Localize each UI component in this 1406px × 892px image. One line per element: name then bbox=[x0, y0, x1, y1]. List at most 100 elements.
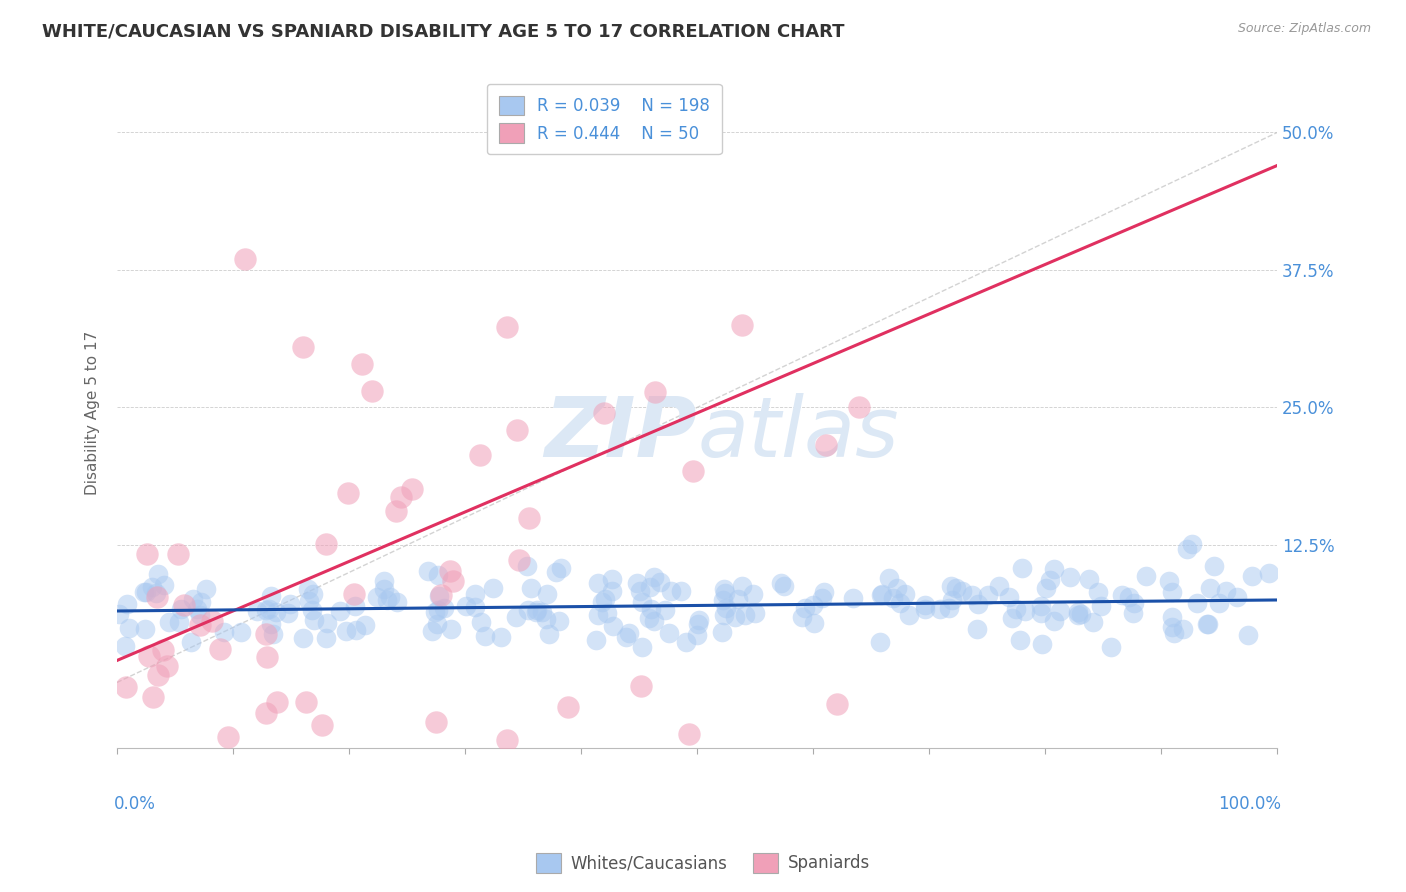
Point bbox=[135, 584, 157, 599]
Point bbox=[1031, 637, 1053, 651]
Point bbox=[439, 564, 461, 578]
Point bbox=[914, 598, 936, 612]
Point bbox=[1161, 610, 1184, 624]
Point bbox=[941, 578, 963, 592]
Point bbox=[643, 614, 665, 628]
Point bbox=[115, 598, 138, 612]
Point bbox=[1038, 573, 1060, 587]
Point bbox=[727, 591, 749, 606]
Point bbox=[254, 706, 277, 721]
Point bbox=[315, 631, 337, 645]
Point bbox=[1202, 559, 1225, 574]
Point bbox=[302, 587, 325, 601]
Point bbox=[585, 632, 607, 647]
Point bbox=[1187, 595, 1209, 609]
Point bbox=[966, 597, 988, 611]
Point bbox=[517, 511, 540, 525]
Point bbox=[894, 587, 917, 601]
Point bbox=[280, 597, 302, 611]
Point bbox=[524, 605, 547, 619]
Point bbox=[526, 603, 548, 617]
Point bbox=[132, 585, 155, 599]
Point bbox=[1171, 622, 1194, 636]
Point bbox=[877, 571, 900, 585]
Point bbox=[731, 318, 754, 332]
Point bbox=[257, 602, 280, 616]
Point bbox=[142, 690, 165, 705]
Point bbox=[156, 659, 179, 673]
Point bbox=[470, 615, 492, 630]
Point bbox=[426, 603, 449, 617]
Point bbox=[420, 624, 443, 638]
Point bbox=[1035, 581, 1057, 595]
Point bbox=[714, 586, 737, 600]
Point bbox=[1008, 633, 1031, 648]
Point bbox=[550, 560, 572, 574]
Point bbox=[344, 623, 367, 637]
Point bbox=[430, 588, 453, 602]
Point bbox=[1122, 606, 1144, 620]
Point bbox=[373, 582, 395, 597]
Point bbox=[291, 340, 314, 354]
Point bbox=[1215, 584, 1237, 599]
Point bbox=[183, 591, 205, 606]
Point bbox=[482, 581, 505, 595]
Point bbox=[505, 610, 527, 624]
Point bbox=[148, 567, 170, 582]
Text: Source: ZipAtlas.com: Source: ZipAtlas.com bbox=[1237, 22, 1371, 36]
Point bbox=[682, 464, 704, 478]
Point bbox=[588, 576, 610, 591]
Point bbox=[1163, 626, 1185, 640]
Point bbox=[114, 680, 136, 694]
Point bbox=[793, 601, 815, 615]
Point bbox=[588, 608, 610, 623]
Point bbox=[277, 606, 299, 620]
Point bbox=[329, 604, 352, 618]
Point bbox=[711, 592, 734, 607]
Point bbox=[596, 607, 619, 621]
Point bbox=[654, 603, 676, 617]
Point bbox=[188, 617, 211, 632]
Point bbox=[630, 595, 652, 609]
Point bbox=[1083, 615, 1105, 630]
Point bbox=[530, 605, 553, 619]
Point bbox=[1087, 585, 1109, 599]
Point bbox=[827, 697, 849, 711]
Point bbox=[1043, 614, 1066, 628]
Point bbox=[600, 583, 623, 598]
Point bbox=[378, 590, 401, 604]
Point bbox=[591, 595, 613, 609]
Point bbox=[298, 594, 321, 608]
Point bbox=[145, 585, 167, 599]
Point bbox=[538, 627, 561, 641]
Point bbox=[998, 590, 1021, 604]
Point bbox=[425, 714, 447, 729]
Point bbox=[233, 252, 256, 266]
Point bbox=[714, 601, 737, 615]
Point bbox=[375, 593, 398, 607]
Point bbox=[811, 591, 834, 606]
Point bbox=[814, 438, 837, 452]
Point bbox=[790, 610, 813, 624]
Point bbox=[638, 580, 661, 594]
Point bbox=[418, 564, 440, 578]
Point bbox=[136, 547, 159, 561]
Point bbox=[593, 591, 616, 606]
Point bbox=[343, 599, 366, 614]
Point bbox=[508, 553, 530, 567]
Point bbox=[710, 624, 733, 639]
Text: atlas: atlas bbox=[697, 392, 898, 474]
Point bbox=[643, 570, 665, 584]
Point bbox=[744, 606, 766, 620]
Point bbox=[614, 630, 637, 644]
Point bbox=[1240, 569, 1263, 583]
Point bbox=[517, 603, 540, 617]
Point bbox=[1160, 584, 1182, 599]
Y-axis label: Disability Age 5 to 17: Disability Age 5 to 17 bbox=[86, 331, 100, 495]
Point bbox=[619, 625, 641, 640]
Point bbox=[813, 584, 835, 599]
Point bbox=[648, 574, 671, 589]
Point bbox=[173, 598, 195, 612]
Point bbox=[640, 601, 662, 615]
Point bbox=[145, 590, 167, 604]
